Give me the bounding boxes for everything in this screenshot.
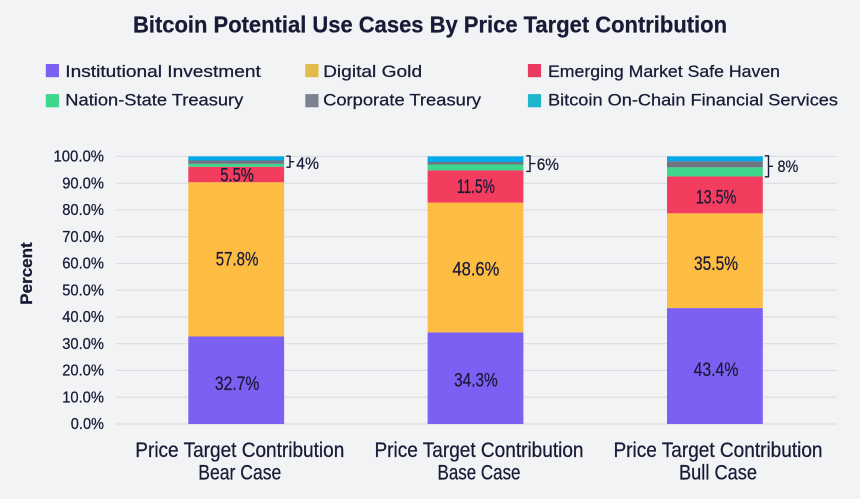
svg-text:57.8%: 57.8%: [216, 249, 259, 271]
svg-text:Price Target Contribution: Price Target Contribution: [614, 439, 823, 462]
svg-text:Bitcoin Potential Use Cases By: Bitcoin Potential Use Cases By Price Tar…: [133, 12, 727, 38]
svg-text:10.0%: 10.0%: [62, 389, 104, 406]
svg-text:34.3%: 34.3%: [454, 370, 498, 392]
svg-text:20.0%: 20.0%: [62, 363, 104, 380]
svg-text:60.0%: 60.0%: [62, 256, 104, 273]
svg-text:Emerging Market Safe Haven: Emerging Market Safe Haven: [548, 62, 780, 81]
svg-text:Percent: Percent: [17, 242, 36, 305]
svg-text:43.4%: 43.4%: [694, 359, 739, 381]
svg-text:70.0%: 70.0%: [62, 229, 104, 246]
svg-text:80.0%: 80.0%: [62, 202, 104, 219]
svg-text:30.0%: 30.0%: [62, 336, 104, 353]
svg-text:4%: 4%: [296, 154, 319, 173]
svg-text:6%: 6%: [537, 155, 559, 174]
svg-text:32.7%: 32.7%: [215, 373, 260, 395]
svg-text:Bull Case: Bull Case: [679, 462, 757, 485]
svg-text:0.0%: 0.0%: [71, 416, 104, 433]
svg-text:11.5%: 11.5%: [457, 176, 495, 198]
svg-text:Bitcoin On-Chain Financial Ser: Bitcoin On-Chain Financial Services: [548, 91, 838, 110]
svg-text:Institutional Investment: Institutional Investment: [65, 62, 261, 81]
svg-text:40.0%: 40.0%: [62, 309, 104, 326]
svg-text:5.5%: 5.5%: [220, 164, 254, 186]
svg-text:Digital Gold: Digital Gold: [323, 62, 422, 81]
svg-text:13.5%: 13.5%: [696, 187, 737, 209]
svg-text:Price Target Contribution: Price Target Contribution: [375, 439, 584, 462]
svg-text:Corporate Treasury: Corporate Treasury: [323, 91, 482, 110]
svg-text:100.0%: 100.0%: [54, 149, 105, 166]
svg-text:Bear Case: Bear Case: [198, 462, 281, 485]
svg-text:48.6%: 48.6%: [452, 258, 499, 280]
svg-text:Base Case: Base Case: [438, 462, 521, 485]
svg-text:Price Target Contribution: Price Target Contribution: [135, 439, 344, 462]
svg-text:35.5%: 35.5%: [694, 253, 738, 275]
svg-text:50.0%: 50.0%: [62, 282, 104, 299]
svg-text:8%: 8%: [778, 157, 799, 176]
svg-text:Nation-State Treasury: Nation-State Treasury: [65, 91, 244, 110]
svg-text:90.0%: 90.0%: [62, 175, 104, 192]
